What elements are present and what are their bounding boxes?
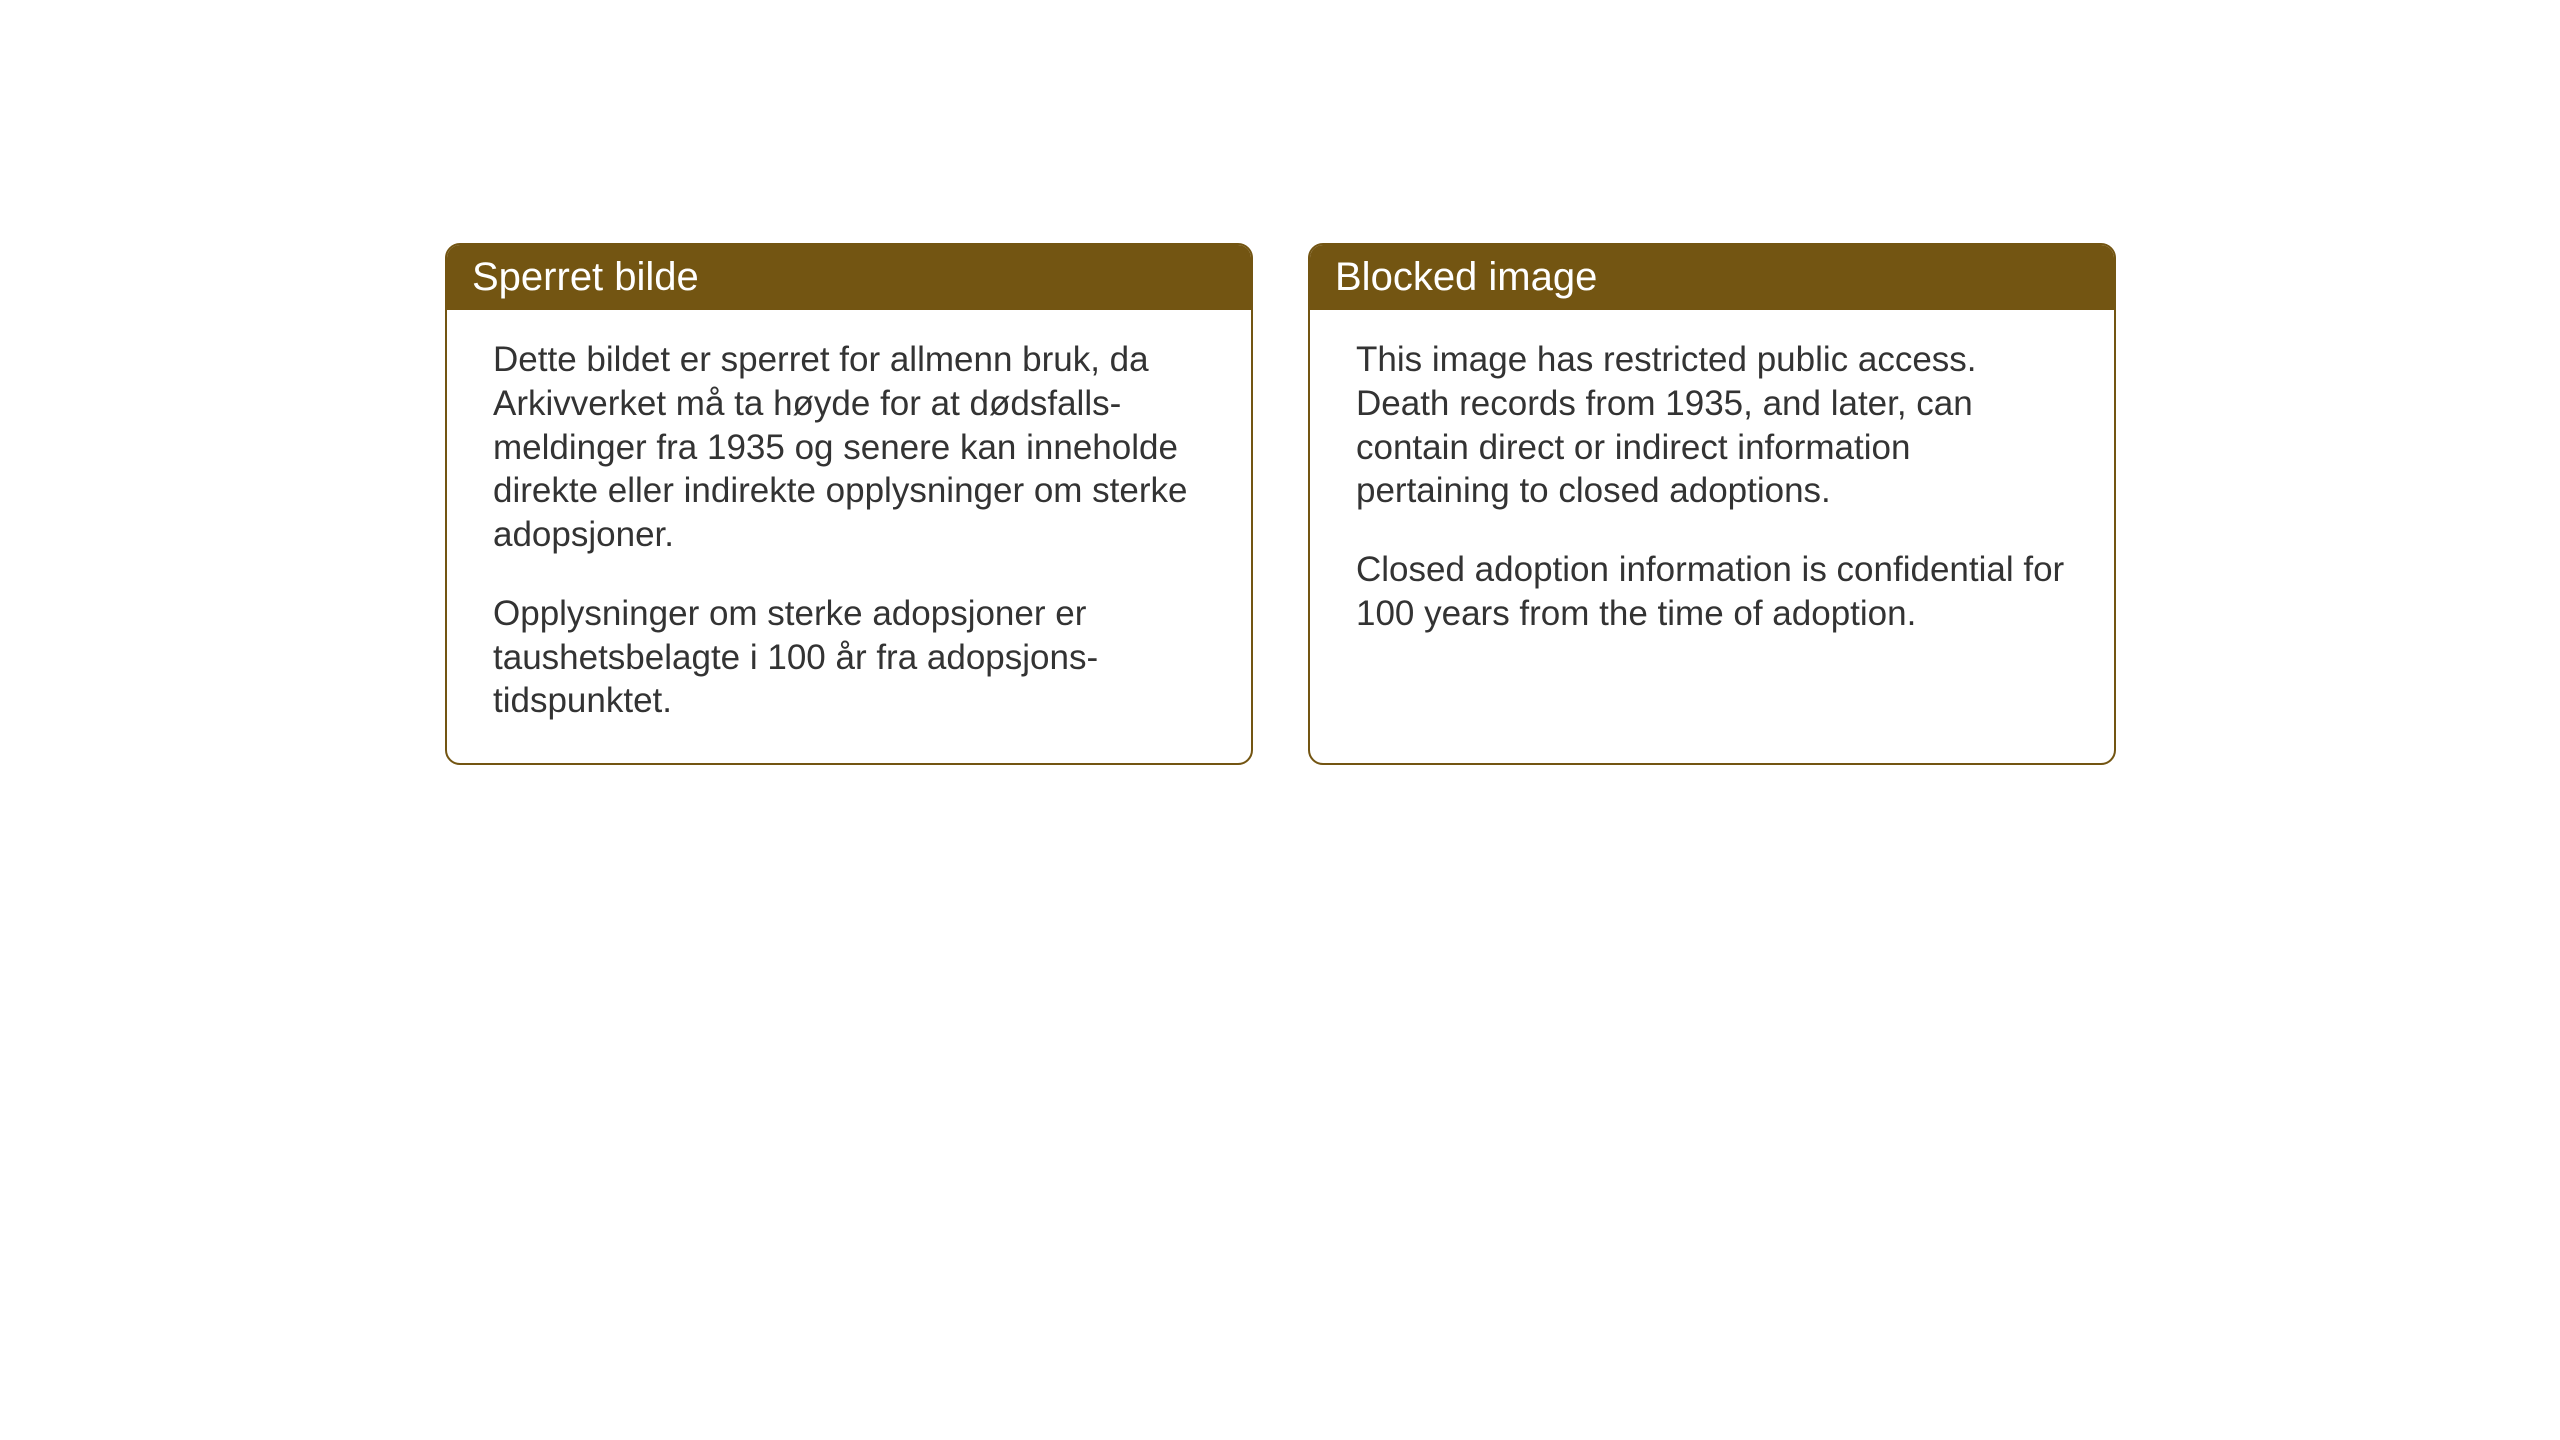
norwegian-card-title: Sperret bilde bbox=[472, 255, 699, 299]
norwegian-card-body: Dette bildet er sperret for allmenn bruk… bbox=[447, 310, 1251, 763]
english-card-body: This image has restricted public access.… bbox=[1310, 310, 2114, 676]
english-card-title: Blocked image bbox=[1335, 255, 1597, 299]
norwegian-card: Sperret bilde Dette bildet er sperret fo… bbox=[445, 243, 1253, 765]
norwegian-paragraph-1: Dette bildet er sperret for allmenn bruk… bbox=[493, 338, 1205, 557]
cards-container: Sperret bilde Dette bildet er sperret fo… bbox=[445, 243, 2116, 765]
english-card: Blocked image This image has restricted … bbox=[1308, 243, 2116, 765]
english-card-header: Blocked image bbox=[1310, 245, 2114, 310]
english-paragraph-1: This image has restricted public access.… bbox=[1356, 338, 2068, 513]
norwegian-paragraph-2: Opplysninger om sterke adopsjoner er tau… bbox=[493, 592, 1205, 723]
english-paragraph-2: Closed adoption information is confident… bbox=[1356, 548, 2068, 636]
norwegian-card-header: Sperret bilde bbox=[447, 245, 1251, 310]
